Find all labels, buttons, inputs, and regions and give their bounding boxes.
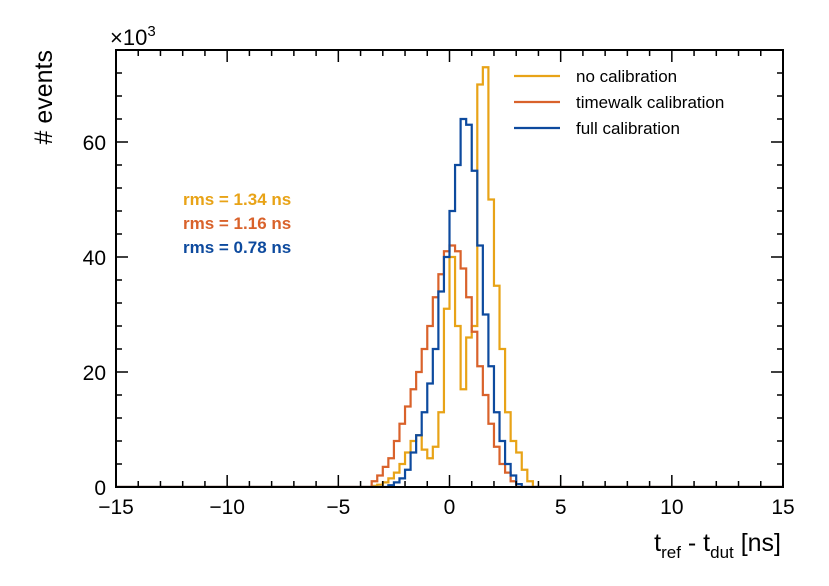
x-axis-title-sub2: dut bbox=[710, 543, 734, 562]
plot-area bbox=[116, 66, 783, 487]
y-multiplier-exp: 3 bbox=[147, 23, 155, 40]
x-tick-label: 15 bbox=[771, 496, 794, 519]
x-axis-title-main: t bbox=[654, 529, 661, 557]
x-tick-label: −5 bbox=[326, 496, 350, 519]
x-axis-title-mid: - t bbox=[681, 529, 710, 557]
series-line-0 bbox=[116, 66, 783, 487]
x-tick-label: 5 bbox=[555, 496, 567, 519]
y-axis-title: # events bbox=[30, 50, 58, 145]
rms-annotations: rms = 1.34 ns rms = 1.16 ns rms = 0.78 ns bbox=[183, 190, 291, 257]
rms-label-1: rms = 1.16 ns bbox=[183, 214, 291, 233]
y-multiplier: ×103 bbox=[110, 23, 156, 50]
x-axis-title-end: [ns] bbox=[734, 529, 781, 557]
x-tick-label: 0 bbox=[444, 496, 456, 519]
legend-label-2: full calibration bbox=[576, 119, 680, 138]
y-tick-label: 20 bbox=[83, 362, 106, 385]
y-tick-label: 40 bbox=[83, 247, 106, 270]
y-multiplier-base: ×10 bbox=[110, 25, 147, 50]
x-tick-label: −15 bbox=[98, 496, 134, 519]
legend-label-0: no calibration bbox=[576, 67, 677, 86]
x-axis-title-sub1: ref bbox=[661, 543, 681, 562]
x-tick-label: −10 bbox=[209, 496, 245, 519]
legend: no calibration timewalk calibration full c… bbox=[514, 67, 724, 138]
y-tick-label: 0 bbox=[94, 477, 106, 500]
x-axis-title: tref - tdut [ns] bbox=[654, 529, 781, 562]
series-line-2 bbox=[116, 117, 783, 487]
legend-label-1: timewalk calibration bbox=[576, 93, 724, 112]
x-tick-label: 10 bbox=[660, 496, 683, 519]
axes: −15 −10 −5 0 5 10 15 0 20 40 60 bbox=[83, 49, 795, 519]
y-tick-label: 60 bbox=[83, 132, 106, 155]
rms-label-0: rms = 1.34 ns bbox=[183, 190, 291, 209]
rms-label-2: rms = 0.78 ns bbox=[183, 238, 291, 257]
